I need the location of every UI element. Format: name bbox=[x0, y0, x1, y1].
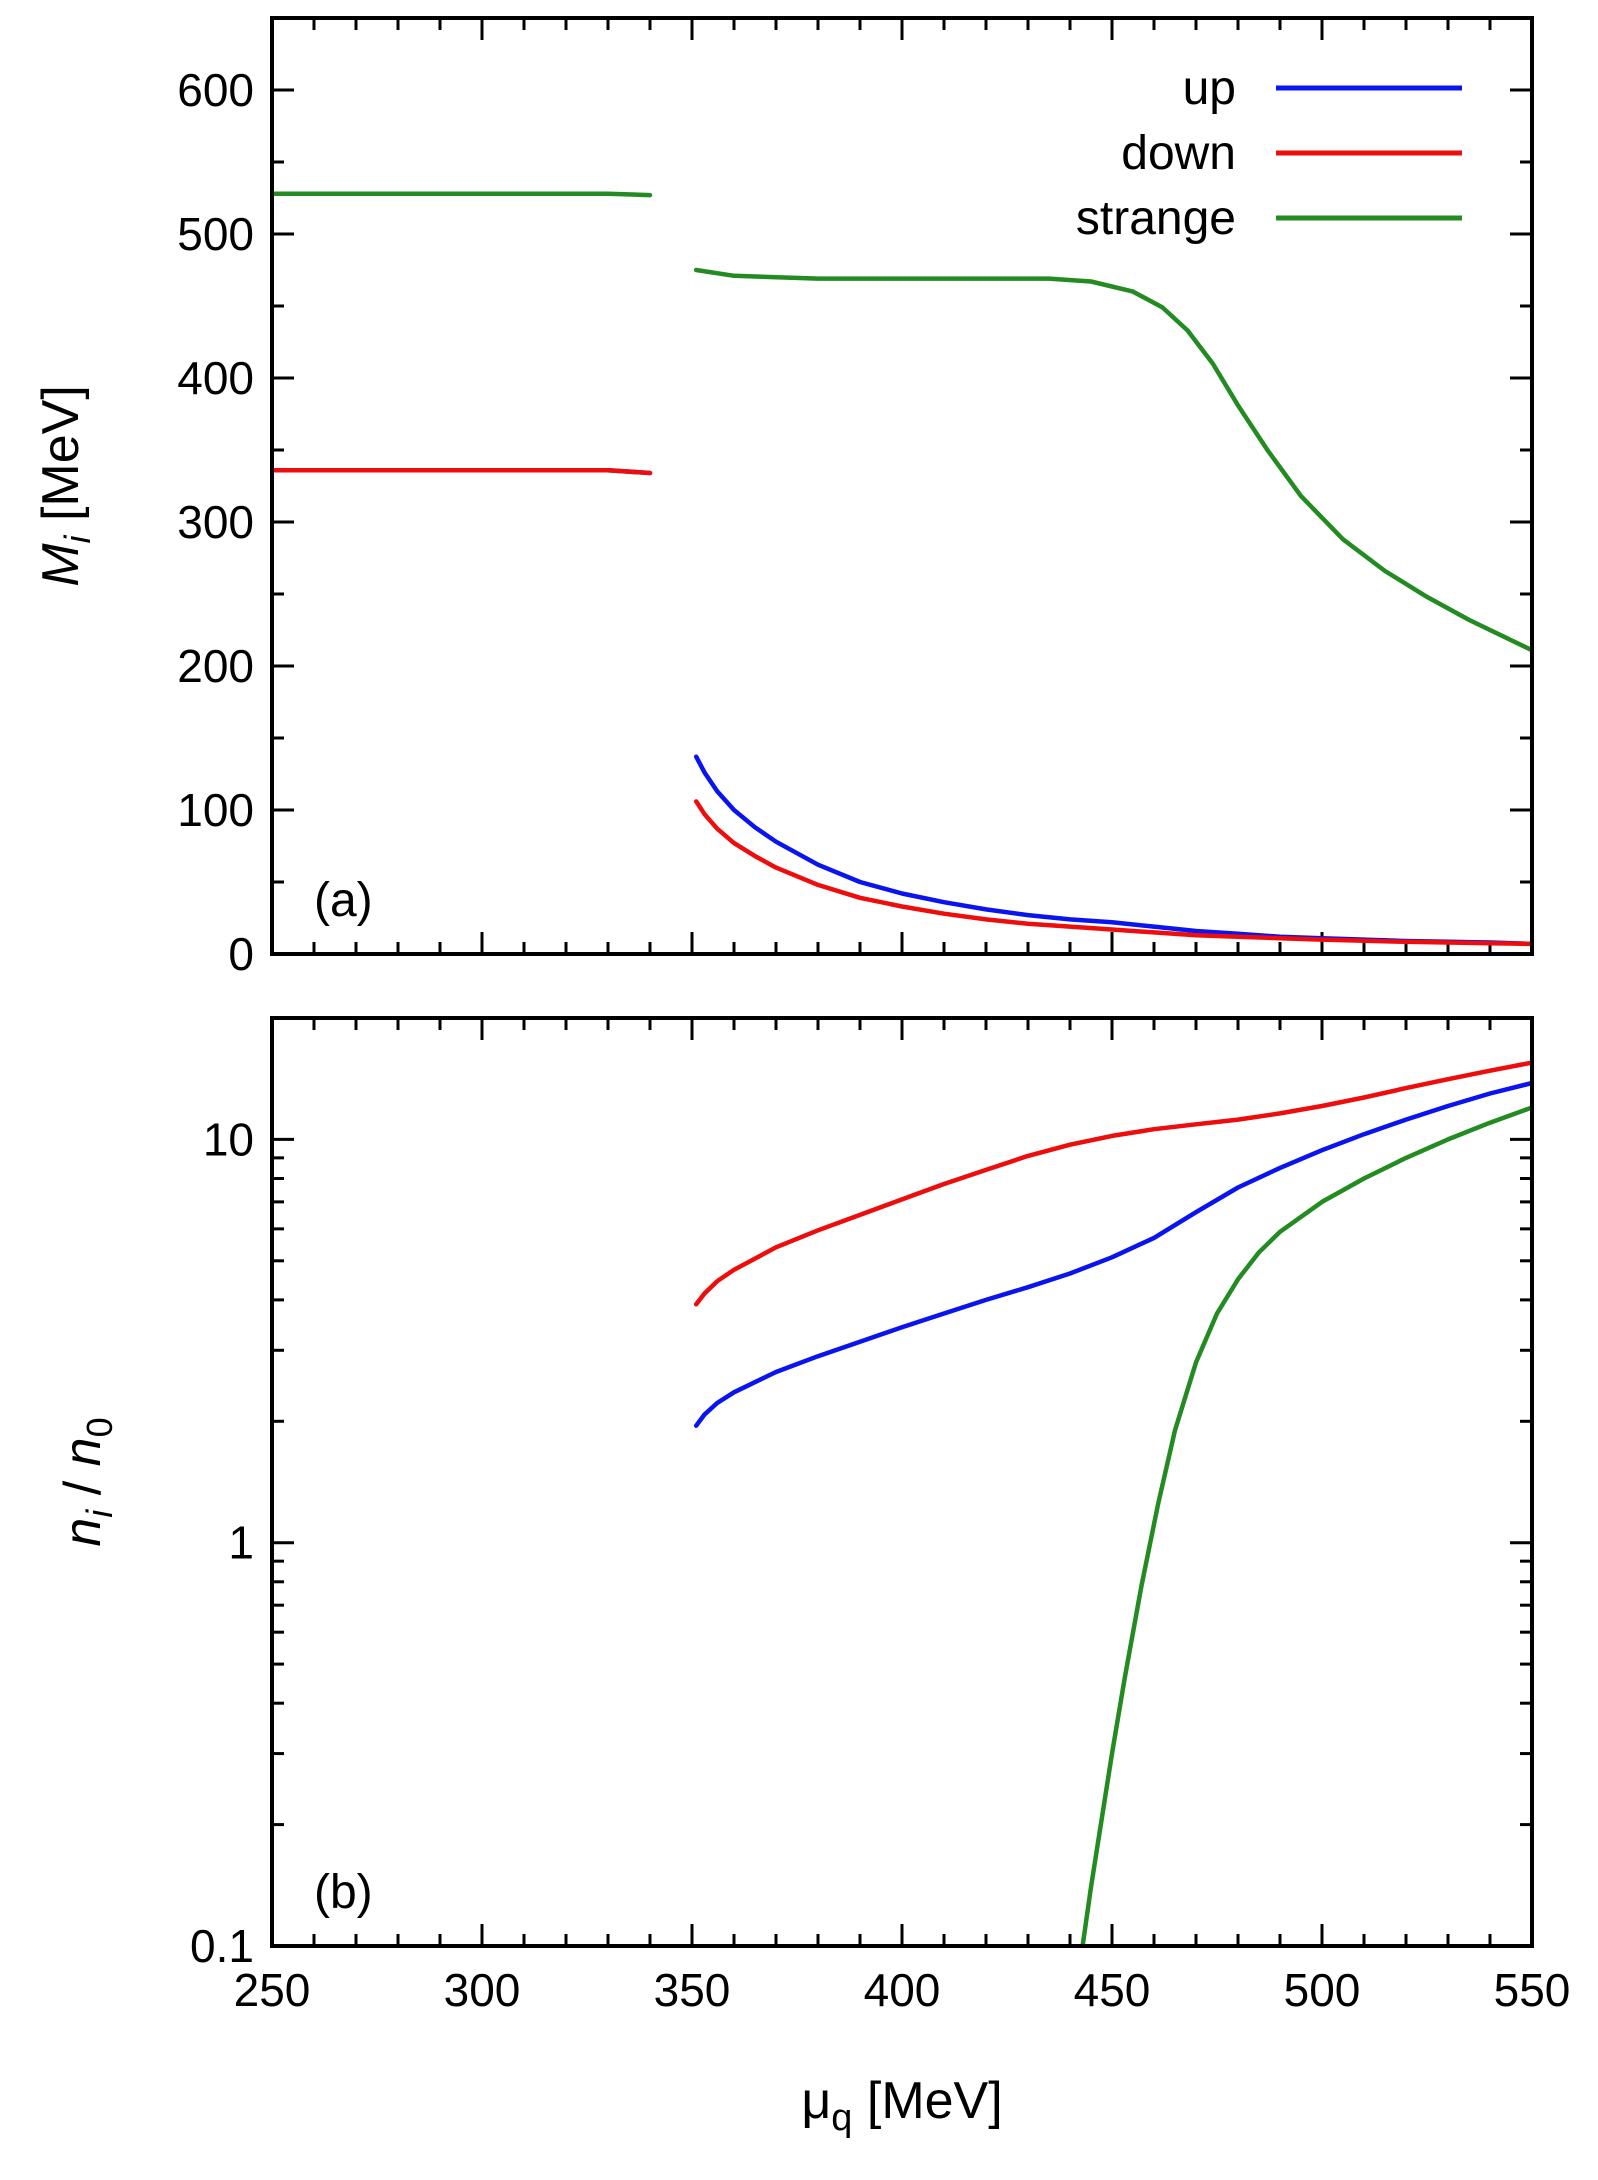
y-tick-label: 400 bbox=[177, 352, 254, 404]
y-tick-label: 500 bbox=[177, 208, 254, 260]
x-tick-label: 400 bbox=[864, 1964, 941, 2016]
series-line-strange bbox=[693, 267, 1532, 653]
series-line-down bbox=[693, 799, 1532, 947]
panel-a-series bbox=[272, 191, 1532, 947]
series-line-strange bbox=[272, 191, 653, 198]
y-tick-label: 1 bbox=[228, 1517, 254, 1569]
y-tick-label: 100 bbox=[177, 784, 254, 836]
legend-label-strange: strange bbox=[1076, 192, 1236, 245]
y-title-unit: [MeV] bbox=[32, 385, 90, 535]
y-tick-label: 200 bbox=[177, 640, 254, 692]
panel-a: 0 100 200 300 400 500 600 (a) Mi [MeV] up down s… bbox=[32, 16, 1534, 980]
y-title-sub-0: 0 bbox=[79, 1417, 120, 1437]
panel-a-label: (a) bbox=[314, 874, 373, 927]
y-tick-label: 300 bbox=[177, 496, 254, 548]
series-line-up bbox=[693, 1080, 1532, 1428]
y-tick-label: 600 bbox=[177, 64, 254, 116]
x-axis-title: μq [MeV] bbox=[801, 2072, 1002, 2139]
series-line-strange bbox=[1080, 1105, 1532, 1946]
y-tick-label: 10 bbox=[203, 1113, 254, 1165]
series-line-down bbox=[272, 467, 653, 476]
panel-a-y-axis-title: Mi [MeV] bbox=[32, 385, 98, 587]
x-tick-label: 450 bbox=[1074, 1964, 1151, 2016]
x-tick-label: 350 bbox=[654, 1964, 731, 2016]
y-title-slash: / bbox=[54, 1466, 112, 1509]
y-tick-label: 0 bbox=[228, 928, 254, 980]
x-title-subscript: q bbox=[831, 2097, 852, 2139]
panel-b-label: (b) bbox=[314, 1866, 373, 1919]
panel-b-series bbox=[693, 1060, 1532, 1946]
legend-label-down: down bbox=[1121, 127, 1236, 180]
panel-a-frame bbox=[270, 16, 1534, 956]
y-tick-label: 0.1 bbox=[190, 1920, 254, 1972]
legend: up down strange bbox=[1076, 62, 1462, 245]
x-tick-label: 550 bbox=[1494, 1964, 1571, 2016]
panel-b-frame bbox=[270, 1016, 1534, 1948]
series-line-down bbox=[693, 1060, 1532, 1307]
y-title-n0: n bbox=[54, 1437, 112, 1466]
y-title-sub-i: i bbox=[79, 1509, 120, 1518]
panel-b-y-axis-title: ni / n0 bbox=[54, 1417, 120, 1546]
panel-a-ticks: 0 100 200 300 400 500 600 bbox=[177, 16, 1534, 980]
x-tick-label: 500 bbox=[1284, 1964, 1361, 2016]
x-tick-label: 250 bbox=[234, 1964, 311, 2016]
y-title-subscript: i bbox=[57, 534, 98, 543]
legend-label-up: up bbox=[1183, 62, 1236, 115]
x-tick-label: 300 bbox=[444, 1964, 521, 2016]
x-title-unit: [MeV] bbox=[852, 2072, 1002, 2130]
x-title-mu: μ bbox=[801, 2072, 831, 2130]
y-title-symbol: M bbox=[32, 543, 90, 587]
y-title-n: n bbox=[54, 1518, 112, 1547]
